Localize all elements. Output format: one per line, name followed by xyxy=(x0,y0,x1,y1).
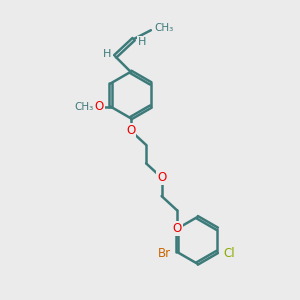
Text: Cl: Cl xyxy=(224,247,236,260)
Text: O: O xyxy=(157,171,166,184)
Text: H: H xyxy=(137,37,146,47)
Text: CH₃: CH₃ xyxy=(154,23,174,33)
Text: CH₃: CH₃ xyxy=(75,102,94,112)
Text: Br: Br xyxy=(158,247,171,260)
Text: O: O xyxy=(95,100,104,113)
Text: O: O xyxy=(126,124,135,137)
Text: O: O xyxy=(172,222,182,235)
Text: H: H xyxy=(103,49,112,59)
